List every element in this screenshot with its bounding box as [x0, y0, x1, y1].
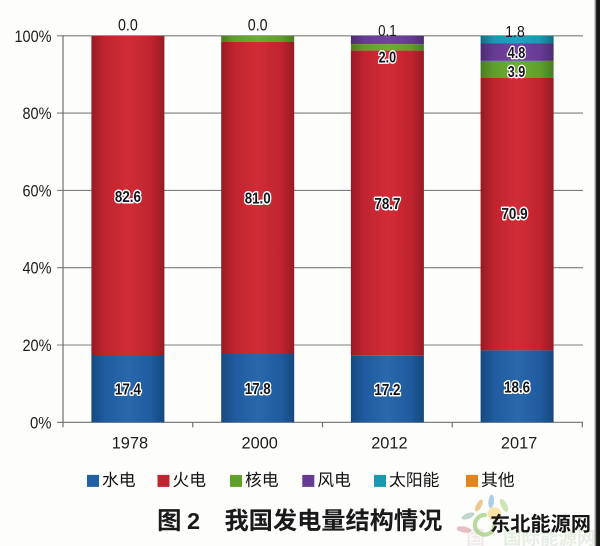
- svg-text:100%: 100%: [15, 27, 52, 46]
- svg-text:82.6: 82.6: [115, 189, 141, 206]
- svg-text:0%: 0%: [30, 413, 52, 432]
- svg-text:2.0: 2.0: [379, 50, 397, 67]
- svg-text:0.0: 0.0: [248, 15, 268, 34]
- svg-text:20%: 20%: [23, 336, 52, 355]
- svg-text:60%: 60%: [23, 181, 52, 200]
- svg-text:2017: 2017: [501, 434, 537, 453]
- svg-text:17.2: 17.2: [374, 382, 400, 399]
- svg-text:78.7: 78.7: [374, 196, 400, 213]
- svg-text:2012: 2012: [371, 434, 407, 453]
- svg-text:81.0: 81.0: [245, 191, 271, 208]
- svg-text:2: 2: [187, 508, 200, 534]
- svg-text:0.0: 0.0: [118, 15, 138, 34]
- svg-text:18.6: 18.6: [504, 379, 530, 396]
- svg-text:1.8: 1.8: [505, 24, 525, 41]
- svg-text:40%: 40%: [23, 259, 52, 278]
- svg-text:2000: 2000: [242, 434, 278, 453]
- svg-text:1978: 1978: [112, 434, 148, 453]
- svg-text:80%: 80%: [23, 104, 52, 123]
- svg-text:17.8: 17.8: [245, 381, 271, 398]
- svg-text:0.1: 0.1: [378, 23, 397, 40]
- svg-text:17.4: 17.4: [115, 382, 141, 399]
- svg-text:3.9: 3.9: [508, 64, 526, 81]
- svg-text:70.9: 70.9: [502, 206, 528, 223]
- svg-text:4.8: 4.8: [508, 45, 526, 62]
